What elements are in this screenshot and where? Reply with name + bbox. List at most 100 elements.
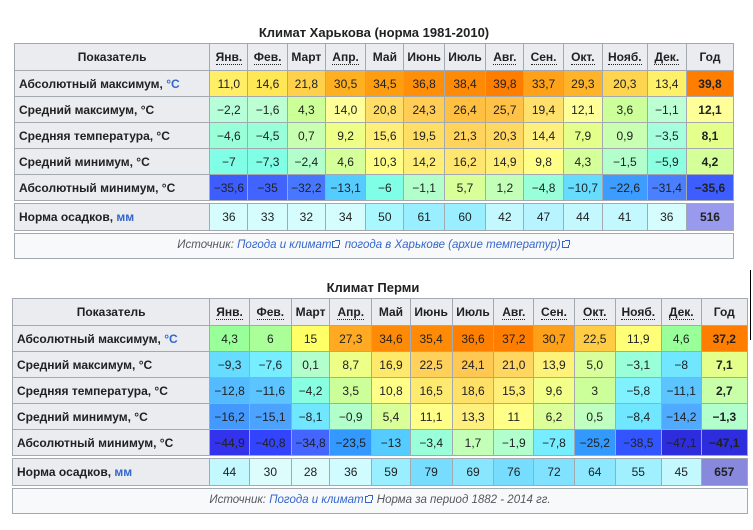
value-cell: 35,4 — [409, 325, 453, 352]
value-cell: 5,7 — [443, 174, 487, 201]
year-precip-cell: 516 — [685, 203, 735, 231]
month-header: Март — [286, 43, 326, 71]
precip-cell: 33 — [247, 203, 288, 231]
precip-label-text: Норма осадков, — [17, 465, 112, 479]
month-header: Нояб. — [601, 43, 648, 71]
header-row: Показатель Янв. Фев. Март Апр. Май Июнь Июль Авг… — [13, 43, 735, 71]
unit-link[interactable]: °C — [166, 76, 180, 91]
value-cell: 9,2 — [324, 122, 367, 149]
value-cell: 11,9 — [614, 325, 662, 352]
month-header: Июнь — [409, 298, 453, 326]
value-cell: 14,2 — [403, 148, 445, 175]
row-label-text: Абсолютный максимум, — [17, 331, 161, 346]
year-value-cell: −35,6 — [685, 174, 735, 201]
value-cell: 14,0 — [324, 96, 367, 123]
month-header: Фев. — [248, 298, 292, 326]
value-cell: 4,6 — [660, 325, 702, 352]
month-label: Май — [378, 305, 404, 319]
row-label: Абсолютный максимум, °C — [13, 70, 211, 97]
value-cell: 9,8 — [523, 148, 564, 175]
value-cell: 0,1 — [290, 351, 331, 378]
value-cell: 20,3 — [485, 122, 525, 149]
month-header: Фев. — [247, 43, 288, 71]
unit-link[interactable]: °C — [164, 331, 178, 346]
value-cell: −4,8 — [523, 174, 564, 201]
value-cell: −47,1 — [660, 429, 702, 456]
month-header: Май — [365, 43, 405, 71]
source-note-kharkiv: Источник: Погода и климат погода в Харьк… — [14, 233, 734, 259]
month-label: Май — [372, 50, 397, 64]
month-header: Май — [371, 298, 411, 326]
data-row: Средний минимум, °C −7 −7,3 −2,4 4,6 10,3 14,2… — [13, 148, 735, 175]
row-label-text: Средний минимум, °C — [17, 409, 148, 424]
month-label: Сен. — [530, 50, 557, 65]
source-period-note: Норма за период 1882 - 2014 гг. — [376, 494, 551, 506]
value-cell: −7,6 — [248, 351, 292, 378]
value-cell: 19,4 — [523, 96, 564, 123]
value-cell: 38,4 — [443, 70, 487, 97]
precip-cell: 34 — [324, 203, 367, 231]
value-cell: −40,8 — [248, 429, 292, 456]
value-cell: 4,3 — [562, 148, 603, 175]
row-label: Средняя температура, °C — [13, 122, 211, 149]
month-label: Июль — [448, 50, 482, 64]
precip-unit-link[interactable]: мм — [114, 465, 133, 479]
value-cell: −44,9 — [209, 429, 250, 456]
header-label: Показатель — [11, 298, 211, 326]
month-label: Март — [295, 305, 326, 319]
value-cell: −11,6 — [248, 377, 292, 404]
source-link-archive[interactable]: погода в Харькове (архие температур) — [344, 239, 561, 251]
value-cell: 21,3 — [443, 122, 487, 149]
month-header: Янв. — [209, 43, 249, 71]
value-cell: −5,8 — [614, 377, 662, 404]
value-cell: −32,2 — [286, 174, 326, 201]
year-header: Год — [685, 43, 735, 71]
precip-cell: 47 — [523, 203, 564, 231]
year-value-cell: 12,1 — [685, 96, 735, 123]
month-label: Авг. — [502, 305, 526, 320]
value-cell: −1,1 — [646, 96, 687, 123]
value-cell: −1,5 — [601, 148, 648, 175]
row-label: Абсолютный максимум, °C — [11, 325, 211, 352]
value-cell: 21,0 — [493, 351, 535, 378]
precip-cell: 61 — [403, 203, 445, 231]
value-cell: −13,1 — [324, 174, 367, 201]
source-link-climate[interactable]: Погода и климат — [237, 239, 332, 251]
value-cell: 11,1 — [409, 403, 453, 430]
year-value-cell: 2,7 — [700, 377, 749, 404]
year-header: Год — [700, 298, 749, 326]
month-header: Авг. — [485, 43, 525, 71]
value-cell: 3,6 — [601, 96, 648, 123]
precip-cell: 50 — [365, 203, 405, 231]
row-label-text: Средний максимум, °C — [17, 357, 153, 372]
value-cell: −3,1 — [614, 351, 662, 378]
row-label-text: Абсолютный минимум, °C — [17, 435, 174, 450]
value-cell: −4,5 — [247, 122, 288, 149]
value-cell: 16,9 — [371, 351, 411, 378]
precip-unit-link[interactable]: мм — [116, 210, 135, 224]
header-row: Показатель Янв. Фев. Март Апр. Май Июнь Июль Авг… — [11, 298, 749, 326]
precip-label: Норма осадков, мм — [13, 203, 211, 231]
value-cell: 20,3 — [601, 70, 648, 97]
value-cell: −10,7 — [562, 174, 603, 201]
table-caption-kharkiv: Климат Харькова (норма 1981-2010) — [258, 25, 490, 40]
value-cell: 5,0 — [573, 351, 616, 378]
value-cell: −15,1 — [248, 403, 292, 430]
month-header: Июль — [451, 298, 495, 326]
value-cell: 10,8 — [371, 377, 411, 404]
value-cell: 11 — [493, 403, 535, 430]
source-note-perm: Источник: Погода и климат Норма за перио… — [12, 488, 748, 514]
month-header: Окт. — [573, 298, 616, 326]
value-cell: 13,9 — [533, 351, 575, 378]
value-cell: 27,3 — [329, 325, 373, 352]
precip-label-text: Норма осадков, — [19, 210, 114, 224]
row-label-text: Средняя температура, °C — [17, 383, 168, 398]
value-cell: 14,6 — [247, 70, 288, 97]
precip-cell: 30 — [248, 458, 292, 486]
year-value-cell: 37,2 — [700, 325, 749, 352]
source-link-climate[interactable]: Погода и климат — [269, 494, 364, 506]
row-label: Абсолютный минимум, °C — [13, 174, 211, 201]
month-header: Окт. — [562, 43, 603, 71]
value-cell: 24,3 — [403, 96, 445, 123]
month-label: Нояб. — [608, 50, 642, 65]
